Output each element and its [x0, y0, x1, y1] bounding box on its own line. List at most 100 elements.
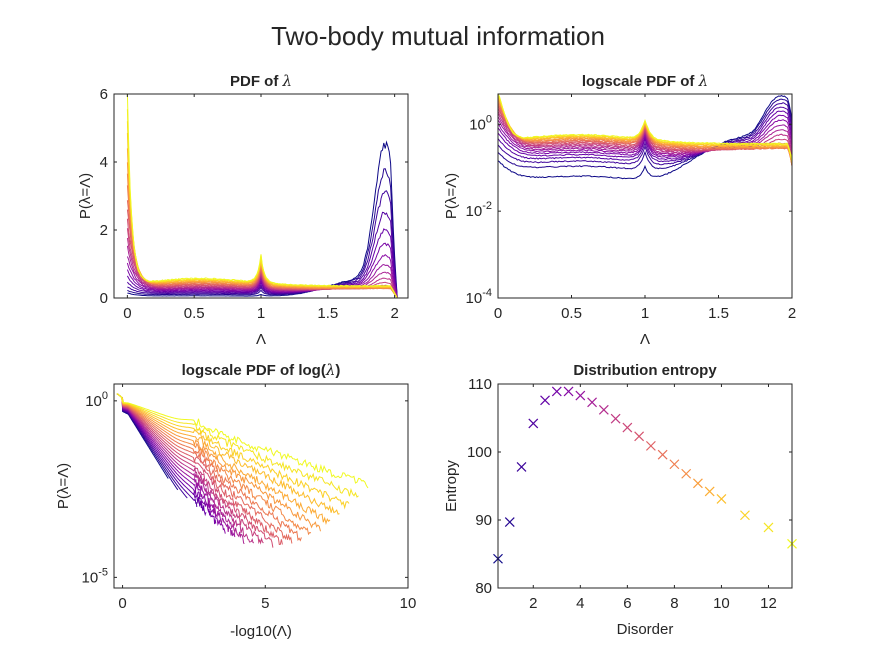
panel-title: logscale PDF of log(λ)	[182, 361, 341, 379]
series-line	[497, 106, 793, 295]
x-tick-label: 0.5	[184, 305, 205, 322]
series-line	[116, 393, 264, 545]
y-tick-label: 10-4	[466, 287, 492, 307]
y-tick-label: 100	[469, 113, 492, 133]
series-line	[127, 190, 398, 299]
panel-title: PDF of λ	[230, 72, 292, 90]
panel-title: logscale PDF of λ	[582, 72, 708, 90]
series-line	[116, 393, 236, 538]
x-tick-label: 0	[118, 595, 126, 612]
y-axis-label: P(λ=Λ)	[443, 173, 460, 219]
x-tick-label: 0	[123, 305, 131, 322]
y-tick-label: 80	[475, 580, 492, 597]
y-tick-label: 2	[100, 222, 108, 239]
series-line	[116, 393, 255, 544]
x-axis-label: Disorder	[617, 621, 674, 638]
x-tick-label: 1.5	[708, 305, 729, 322]
axes-frame	[497, 383, 793, 589]
series-line	[116, 393, 331, 525]
series-line	[126, 93, 398, 299]
y-tick-label: 110	[468, 376, 492, 393]
series-line	[497, 110, 793, 295]
entropy-point	[528, 418, 539, 429]
series-line	[116, 393, 283, 546]
entropy-point	[692, 478, 703, 489]
pdf-curves	[116, 393, 369, 548]
x-axis-label: Λ	[256, 331, 266, 348]
panel-logscale-pdf-lambda: 0 0.5 1 1.5 2 10-4 10-2 100 logscale PDF of λ Λ…	[443, 72, 796, 348]
y-axis-label: P(λ=Λ)	[77, 173, 94, 219]
x-axis-label: -log10(Λ)	[230, 623, 292, 640]
panel-pdf-lambda: 0 0.5 1 1.5 2 0 2 4 6 PDF of λ Λ P(λ=Λ)	[77, 72, 409, 348]
series-line	[116, 393, 321, 532]
x-tick-label: 5	[261, 595, 269, 612]
entropy-point	[610, 413, 621, 424]
x-tick-label: 0	[494, 305, 502, 322]
y-tick-label: 100	[467, 444, 492, 461]
series-line	[116, 393, 169, 479]
entropy-point	[551, 386, 562, 397]
y-tick-label: 0	[100, 290, 108, 307]
series-line	[116, 393, 245, 545]
series-line	[127, 211, 398, 299]
series-line	[127, 168, 398, 299]
entropy-point	[587, 397, 598, 408]
y-tick-label: 100	[85, 390, 108, 410]
x-tick-label: 12	[760, 595, 777, 612]
series-line	[116, 393, 369, 489]
figure-title: Two-body mutual information	[271, 21, 605, 51]
entropy-point	[575, 390, 586, 401]
x-tick-label: 2	[529, 595, 537, 612]
series-line	[497, 93, 793, 295]
x-axis-label: Λ	[640, 331, 650, 348]
x-tick-label: 2	[390, 305, 398, 322]
entropy-point	[563, 386, 574, 397]
series-line	[116, 393, 359, 498]
series-line	[497, 94, 793, 295]
series-line	[497, 95, 793, 295]
x-tick-label: 10	[713, 595, 730, 612]
pdf-curves	[497, 93, 793, 295]
panel-title: Distribution entropy	[573, 362, 717, 379]
y-axis-label: P(λ=Λ)	[55, 463, 72, 509]
entropy-point	[504, 517, 515, 527]
series-line	[116, 393, 340, 515]
x-tick-label: 0.5	[561, 305, 582, 322]
series-line	[497, 102, 793, 295]
y-axis-label: Entropy	[443, 460, 460, 512]
series-line	[126, 228, 398, 299]
y-tick-label: 4	[100, 154, 108, 171]
x-tick-label: 10	[400, 595, 417, 612]
entropy-point	[657, 449, 668, 460]
series-line	[116, 393, 293, 544]
y-tick-label: 10-2	[466, 200, 492, 220]
x-tick-label: 1.5	[317, 305, 338, 322]
entropy-point	[634, 431, 645, 442]
series-line	[127, 140, 398, 299]
y-tick-label: 6	[100, 86, 108, 103]
x-tick-label: 1	[641, 305, 649, 322]
entropy-point	[622, 422, 633, 433]
entropy-point	[645, 440, 656, 451]
entropy-point	[740, 510, 750, 521]
series-line	[116, 393, 350, 510]
panel-logscale-pdf-loglambda: 0 5 10 10-5 100 logscale PDF of log(λ) -log1…	[55, 361, 416, 640]
pdf-curves	[126, 93, 398, 299]
series-line	[497, 98, 793, 295]
entropy-point	[540, 395, 550, 406]
entropy-point	[516, 462, 527, 472]
x-tick-label: 4	[576, 595, 584, 612]
entropy-point	[763, 522, 774, 533]
axes-frame	[113, 383, 409, 589]
y-tick-label: 10-5	[82, 566, 108, 586]
y-tick-label: 90	[475, 512, 492, 529]
x-tick-label: 1	[257, 305, 265, 322]
series-line	[116, 393, 226, 534]
series-line	[116, 393, 217, 525]
series-line	[116, 393, 312, 536]
entropy-point	[681, 468, 692, 479]
x-tick-label: 2	[788, 305, 796, 322]
entropy-point	[598, 404, 609, 415]
